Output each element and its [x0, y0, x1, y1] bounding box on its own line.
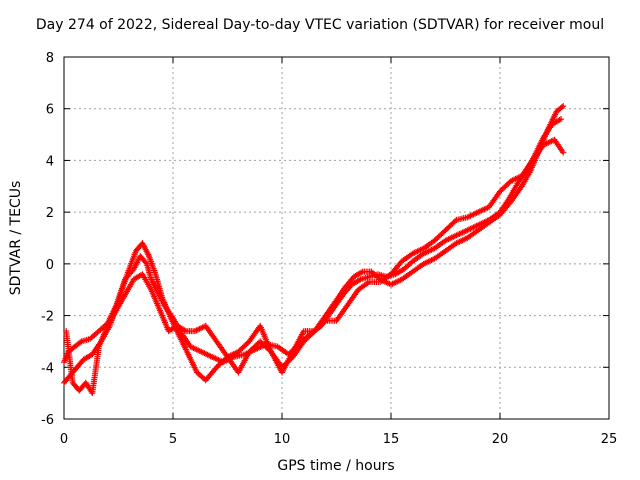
y-axis-label: SDTVAR / TECUs: [8, 181, 24, 296]
data-point: [560, 103, 567, 110]
x-tick-label: 25: [601, 432, 618, 447]
data-point: [560, 149, 567, 156]
x-tick-label: 0: [60, 432, 68, 447]
series-trace-b: [61, 103, 567, 386]
x-tick-label: 5: [169, 432, 177, 447]
data-point: [452, 218, 459, 225]
x-tick-label: 10: [274, 432, 291, 447]
data-point: [558, 116, 565, 123]
x-axis-label: GPS time / hours: [277, 458, 394, 474]
data-point: [77, 339, 84, 346]
y-tick-label: 0: [46, 258, 54, 273]
plot-frame: [63, 56, 610, 420]
grid-lines: [64, 57, 609, 419]
series-trace-c: [63, 136, 567, 397]
series-trace-a: [61, 116, 565, 366]
x-tick-label: 15: [383, 432, 400, 447]
axis-ticks: 0 5 10 15 20 25 -6 -4 -2 0 2 4 6 8: [41, 51, 617, 447]
x-tick-label: 20: [492, 432, 509, 447]
y-tick-label: -6: [41, 413, 54, 428]
y-tick-label: 8: [46, 51, 54, 66]
y-tick-label: -2: [41, 310, 54, 325]
data-point: [142, 259, 149, 266]
data-points: [61, 103, 567, 397]
y-tick-label: 6: [46, 103, 54, 118]
y-tick-label: 2: [46, 206, 54, 221]
y-tick-label: 4: [46, 154, 54, 169]
y-tick-label: -4: [41, 361, 54, 376]
data-point: [321, 319, 328, 326]
chart-title: Day 274 of 2022, Sidereal Day-to-day VTE…: [35, 17, 605, 33]
data-point: [558, 104, 565, 111]
